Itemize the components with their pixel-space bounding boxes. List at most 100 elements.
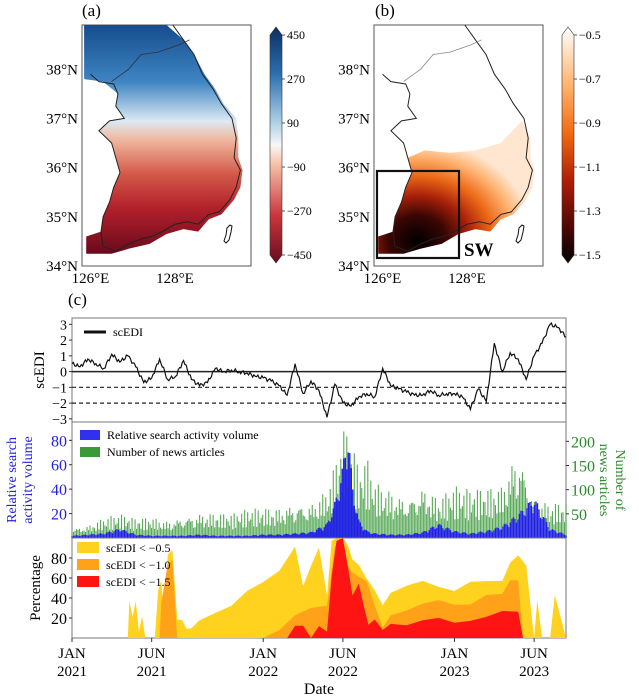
percentage-legend: scEDI < −0.5 scEDI < −1.0 scEDI < −1.5 bbox=[77, 541, 171, 589]
news-articles-y-ticks: 50 100 150 200 bbox=[566, 434, 595, 524]
lon-tick-label: 128°E bbox=[156, 271, 194, 287]
colorbar-a bbox=[269, 26, 283, 264]
lat-tick-label: 36°N bbox=[46, 161, 78, 177]
panel-a: (a) 38°N 37°N 36°N 35°N 34°N 126°E 128°E 450 2… bbox=[46, 1, 312, 287]
lat-tick-label: 34°N bbox=[46, 259, 78, 275]
y-tick-label: −2 bbox=[52, 397, 67, 412]
panel-a-label: (a) bbox=[82, 1, 101, 20]
lon-tick-label: 126°E bbox=[364, 271, 402, 287]
lat-tick-label: 38°N bbox=[46, 62, 78, 78]
x-tick-label-year: 2022 bbox=[248, 664, 278, 680]
x-tick-label-year: 2021 bbox=[137, 664, 167, 680]
y-tick-label: 40 bbox=[51, 482, 67, 499]
date-x-ticks: JAN 2021 JUN 2021 JAN 2022 JUN 2022 JAN 2023 JUN 20… bbox=[57, 638, 549, 680]
scedi-y-axis-label: scEDI bbox=[32, 351, 48, 389]
scedi-series-line bbox=[71, 322, 567, 418]
colorbar-tick-label: −0.7 bbox=[579, 72, 601, 86]
y-tick-label: 2 bbox=[60, 334, 67, 349]
y-tick-label: 80 bbox=[51, 433, 67, 450]
x-tick-label-month: JUN bbox=[329, 646, 357, 662]
y-tick-label: 0 bbox=[60, 366, 67, 381]
y-tick-label: 3 bbox=[60, 318, 67, 333]
legend-news-label: Number of news articles bbox=[107, 445, 225, 459]
panel-b-label: (b) bbox=[375, 1, 395, 20]
y-tick-label: 50 bbox=[571, 507, 587, 524]
legend-label: scEDI < −0.5 bbox=[106, 541, 171, 555]
lat-tick-label: 34°N bbox=[338, 259, 370, 275]
lat-tick-label: 37°N bbox=[338, 111, 370, 127]
y-tick-label: −1 bbox=[52, 381, 67, 396]
map-a-island bbox=[223, 224, 233, 244]
colorbar-tick-label: 270 bbox=[287, 72, 305, 86]
x-tick-label-month: JUN bbox=[138, 646, 166, 662]
colorbar-tick-label: 450 bbox=[287, 28, 305, 42]
search-volume-y-axis-label-line1: Relative search bbox=[5, 437, 20, 523]
y-tick-label: 20 bbox=[51, 507, 67, 524]
y-tick-label: 100 bbox=[571, 483, 595, 500]
colorbar-b bbox=[561, 26, 575, 264]
colorbar-b-ticks: −0.5 −0.7 −0.9 −1.1 −1.3 −1.5 bbox=[574, 28, 601, 262]
legend-swatch bbox=[77, 542, 99, 553]
map-a-coastline bbox=[90, 24, 241, 252]
x-tick-label-month: JAN bbox=[441, 646, 469, 662]
y-tick-label: 80 bbox=[51, 551, 67, 568]
lat-tick-label: 38°N bbox=[338, 62, 370, 78]
colorbar-tick-label: −450 bbox=[287, 248, 312, 262]
panel-b: (b) SW 38°N 37°N 36°N 35°N 34°N 126°E 128°E −… bbox=[338, 1, 601, 287]
map-b-island bbox=[515, 224, 525, 244]
x-tick-label-year: 2023 bbox=[519, 664, 549, 680]
map-a-border bbox=[111, 39, 190, 82]
colorbar-tick-label: −1.1 bbox=[579, 160, 601, 174]
legend-swatch bbox=[77, 576, 99, 587]
search-volume-bars bbox=[71, 452, 567, 538]
x-tick-label-month: JAN bbox=[249, 646, 277, 662]
news-articles-y-axis-label-line1: Number of bbox=[612, 449, 627, 510]
search-volume-y-axis-label-line2: activity volume bbox=[21, 436, 36, 523]
legend-scedi-label: scEDI bbox=[113, 325, 143, 339]
search-volume-y-ticks: 20 40 60 80 bbox=[51, 433, 72, 524]
x-tick-label-year: 2021 bbox=[57, 664, 87, 680]
y-tick-label: 1 bbox=[60, 350, 67, 365]
news-articles-y-axis-label-line2: news articles bbox=[596, 444, 611, 517]
date-x-axis-label: Date bbox=[304, 681, 334, 698]
map-b-lat-ticks: 38°N 37°N 36°N 35°N 34°N bbox=[338, 62, 370, 275]
x-tick-label-year: 2022 bbox=[328, 664, 358, 680]
map-b-border bbox=[403, 39, 482, 82]
x-tick-label-year: 2023 bbox=[439, 664, 469, 680]
scedi-axes-frame bbox=[71, 317, 567, 423]
lat-tick-label: 35°N bbox=[46, 210, 78, 226]
colorbar-tick-label: −1.5 bbox=[579, 248, 601, 262]
colorbar-tick-label: −1.3 bbox=[579, 204, 601, 218]
map-a-field bbox=[84, 25, 243, 254]
percentage-y-ticks: 20 40 60 80 bbox=[51, 551, 72, 628]
lat-tick-label: 36°N bbox=[338, 161, 370, 177]
colorbar-tick-label: −270 bbox=[287, 204, 312, 218]
legend-search-label: Relative search activity volume bbox=[107, 428, 259, 442]
colorbar-tick-label: −0.9 bbox=[579, 116, 601, 130]
map-b-coastline bbox=[382, 24, 533, 252]
lon-tick-label: 126°E bbox=[72, 271, 110, 287]
y-tick-label: 60 bbox=[51, 458, 67, 475]
panel-c-label: (c) bbox=[68, 290, 87, 309]
y-tick-label: 200 bbox=[571, 434, 595, 451]
sw-region-label: SW bbox=[464, 240, 494, 261]
map-b-heatmap bbox=[378, 120, 535, 254]
percentage-y-axis-label: Percentage bbox=[28, 555, 44, 621]
area-scedi-1-0 bbox=[72, 545, 566, 638]
lat-tick-label: 37°N bbox=[46, 111, 78, 127]
map-a-lat-ticks: 38°N 37°N 36°N 35°N 34°N bbox=[46, 62, 78, 275]
y-tick-label: −3 bbox=[52, 413, 67, 428]
search-news-panel: 20 40 60 80 50 100 150 200 Relative search act… bbox=[5, 421, 627, 539]
y-tick-label: 150 bbox=[571, 459, 595, 476]
legend-search-swatch bbox=[80, 430, 100, 440]
legend-news-swatch bbox=[80, 447, 100, 457]
sw-region-box bbox=[375, 169, 461, 260]
x-tick-label-month: JUN bbox=[520, 646, 548, 662]
percentage-areas bbox=[72, 538, 566, 638]
colorbar-tick-label: −90 bbox=[287, 160, 306, 174]
map-a-lon-ticks: 126°E 128°E bbox=[72, 271, 194, 287]
